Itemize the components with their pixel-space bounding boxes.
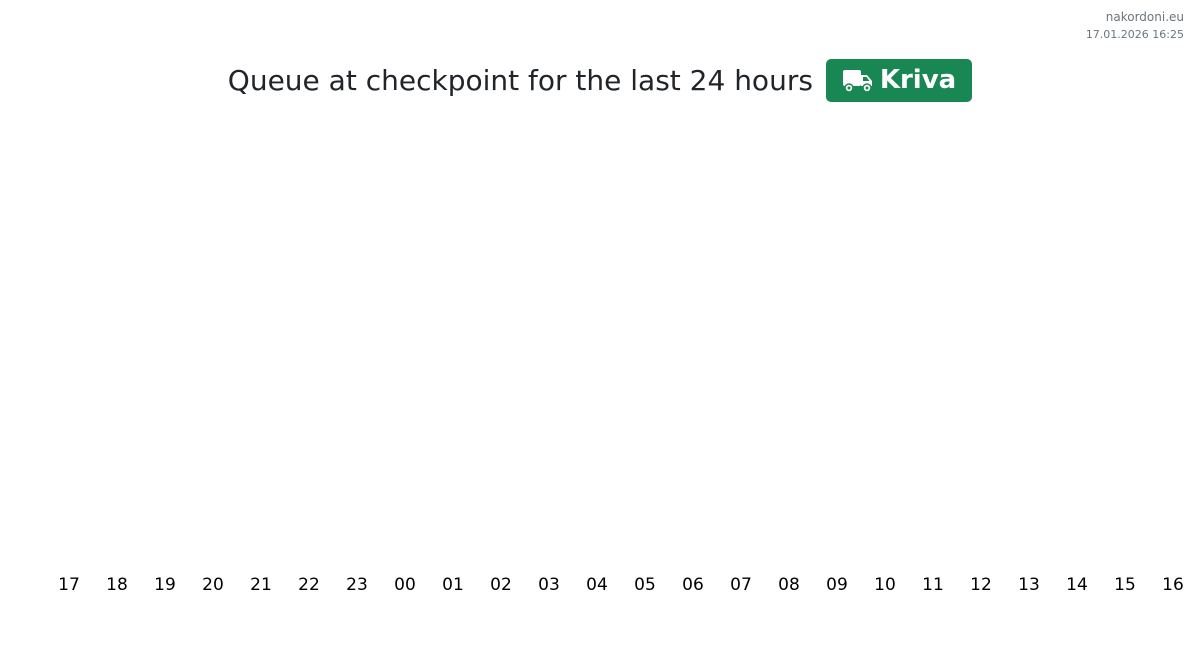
page-title: Queue at checkpoint for the last 24 hour… [0,59,1200,102]
x-tick-label: 20 [202,575,224,595]
x-tick-label: 07 [730,575,752,595]
site-name: nakordoni.eu [1105,10,1184,24]
x-tick-label: 15 [1114,575,1136,595]
x-tick-label: 22 [298,575,320,595]
x-tick-label: 16 [1162,575,1184,595]
x-tick-label: 09 [826,575,848,595]
truck-icon [842,69,872,93]
checkpoint-name: Kriva [879,65,957,95]
timestamp: 17.01.2026 16:25 [1085,28,1184,41]
x-tick-label: 17 [58,575,80,595]
x-tick-label: 01 [442,575,464,595]
x-tick-label: 10 [874,575,896,595]
x-tick-label: 18 [106,575,128,595]
x-tick-label: 02 [490,575,512,595]
checkpoint-badge: Kriva [825,59,973,102]
x-tick-label: 14 [1066,575,1088,595]
x-tick-label: 06 [682,575,704,595]
title-text: Queue at checkpoint for the last 24 hour… [227,64,813,97]
x-tick-label: 23 [346,575,368,595]
x-tick-label: 05 [634,575,656,595]
x-tick-label: 08 [778,575,800,595]
x-tick-label: 13 [1018,575,1040,595]
brand-info: nakordoni.eu 17.01.2026 16:25 [1086,9,1184,43]
x-tick-label: 19 [154,575,176,595]
x-tick-label: 00 [394,575,416,595]
x-tick-label: 03 [538,575,560,595]
x-tick-label: 11 [922,575,944,595]
x-tick-label: 21 [250,575,272,595]
x-tick-label: 12 [970,575,992,595]
queue-chart: 17 18 19 20 21 22 23 00 01 02 03 04 05 06 07 08 09 10 11 12… [58,575,1184,595]
x-tick-label: 04 [586,575,608,595]
